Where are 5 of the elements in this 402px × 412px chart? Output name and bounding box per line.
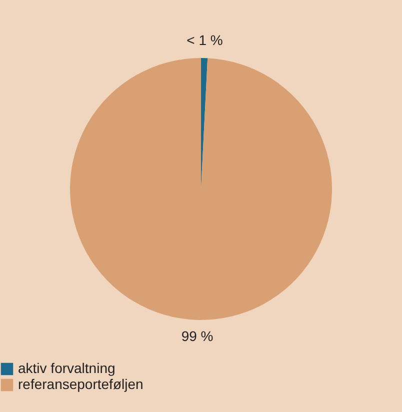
data-label: 99 %: [181, 328, 214, 344]
pie-slice: [70, 58, 332, 320]
legend-label: referanseporteføljen: [18, 376, 144, 392]
legend-label: aktiv forvaltning: [18, 360, 116, 376]
data-label: < 1 %: [186, 32, 223, 48]
